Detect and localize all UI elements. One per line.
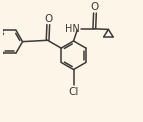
Text: O: O (44, 14, 52, 24)
Text: Cl: Cl (68, 87, 79, 97)
Text: HN: HN (65, 24, 80, 34)
Text: O: O (91, 2, 99, 12)
